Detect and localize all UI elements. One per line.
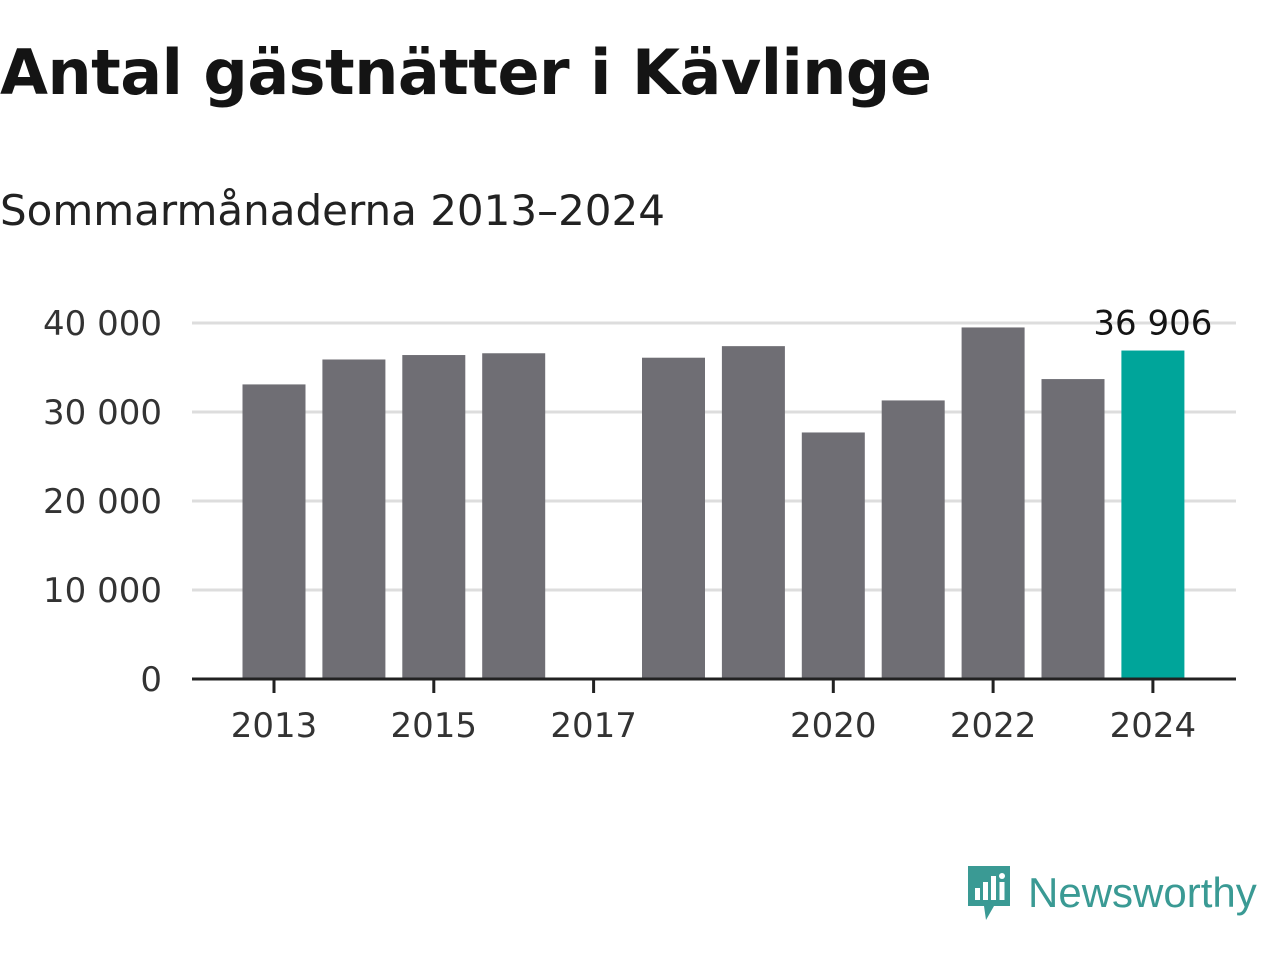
x-tick-label: 2017 <box>550 706 637 746</box>
x-tick-label: 2022 <box>950 706 1037 746</box>
bar-2021 <box>881 400 945 679</box>
y-tick-label: 10 000 <box>43 571 162 611</box>
bar-2023 <box>1041 379 1105 679</box>
newsworthy-logo-icon <box>968 866 1010 920</box>
bar-2015 <box>402 355 466 679</box>
bar-2024 <box>1121 350 1185 679</box>
bar-2016 <box>482 353 546 679</box>
chart-subtitle: Sommarmånaderna 2013–2024 <box>0 186 665 235</box>
y-tick-label: 40 000 <box>43 304 162 344</box>
newsworthy-logo: Newsworthy <box>964 862 1257 924</box>
bar-2014 <box>322 359 386 679</box>
y-tick-label: 0 <box>140 660 162 700</box>
x-tick-label: 2015 <box>391 706 478 746</box>
bar-2022 <box>961 327 1025 679</box>
bar-2013 <box>242 384 306 679</box>
y-tick-label: 20 000 <box>43 482 162 522</box>
y-tick-label: 30 000 <box>43 393 162 433</box>
brand-name: Newsworthy <box>1028 869 1257 916</box>
bar-2020 <box>801 432 865 679</box>
x-tick-label: 2020 <box>790 706 877 746</box>
data-label: 36 906 <box>1093 304 1212 344</box>
x-tick-label: 2013 <box>231 706 318 746</box>
x-tick-label: 2024 <box>1110 706 1197 746</box>
bar-chart: 0 10 000 20 000 30 000 40 000 2013 2015 2017 202… <box>43 304 1236 746</box>
bar-2019 <box>721 346 785 679</box>
chart-title: Antal gästnätter i Kävlinge <box>0 36 932 109</box>
bar-2018 <box>642 357 705 679</box>
